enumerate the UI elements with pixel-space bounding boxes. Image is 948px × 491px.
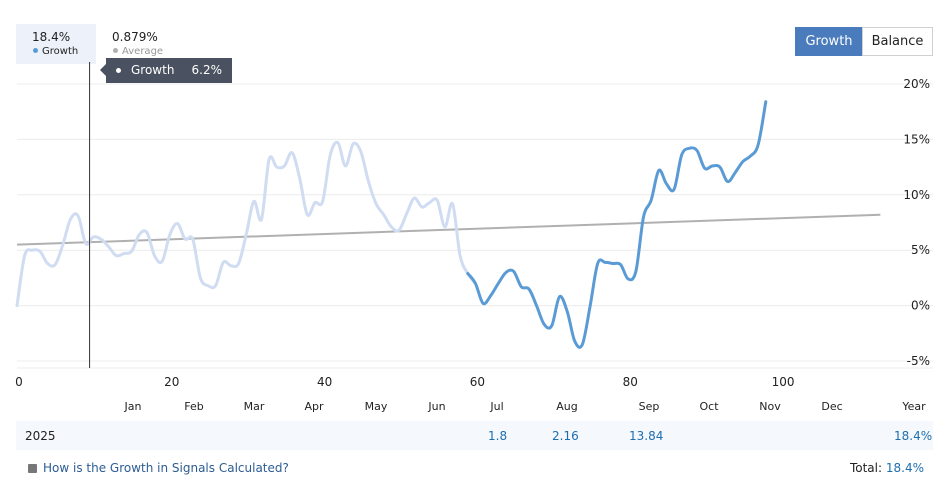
year-row: 2025 1.8 2.16 13.84 18.4%	[16, 421, 933, 450]
y-tick-label: 5%	[911, 243, 930, 257]
tooltip-label: Growth	[131, 63, 175, 77]
average-stat-value: 0.879%	[112, 30, 158, 44]
y-tick-label: -5%	[907, 354, 930, 368]
month-label: Apr	[304, 400, 324, 413]
average-stat[interactable]: 0.879% Average	[110, 24, 200, 64]
balance-toggle-button[interactable]: Balance	[862, 27, 933, 56]
month-label: Oct	[699, 400, 719, 413]
month-cell-sep: 13.84	[629, 429, 664, 443]
total-value: 18.4%	[885, 461, 924, 475]
growth-series-line	[466, 100, 768, 349]
x-tick-label: 0	[15, 375, 23, 389]
month-label: May	[365, 400, 388, 413]
tooltip-value: 6.2%	[191, 63, 223, 77]
growth-stat-value: 18.4%	[32, 30, 71, 44]
y-tick-label: 0%	[911, 299, 930, 313]
y-tick-label: 20%	[903, 77, 930, 91]
year-total-cell: 18.4%	[894, 429, 933, 443]
month-label: Sep	[639, 400, 660, 413]
month-label: Year	[901, 400, 926, 413]
x-tick-label: 80	[623, 375, 638, 389]
average-dot-icon	[113, 48, 118, 53]
growth-dot-icon	[33, 48, 38, 53]
growth-stat[interactable]: 18.4% Growth	[16, 24, 96, 64]
x-tick-label: 40	[317, 375, 332, 389]
tooltip-dot-icon	[116, 68, 121, 73]
total-summary: Total: 18.4%	[850, 461, 924, 475]
average-series-line	[16, 213, 881, 246]
month-label: Dec	[821, 400, 842, 413]
month-cell-jul: 1.8	[488, 429, 508, 443]
y-tick-label: 10%	[903, 188, 930, 202]
month-label: Nov	[759, 400, 781, 413]
total-label: Total:	[849, 461, 883, 475]
y-tick-label: 15%	[903, 132, 930, 146]
x-tick-label: 60	[470, 375, 485, 389]
month-label: Jan	[124, 400, 142, 413]
growth-stat-label: Growth	[33, 46, 78, 57]
help-link[interactable]: How is the Growth in Signals Calculated?	[28, 461, 289, 475]
hover-tooltip: Growth 6.2%	[100, 58, 232, 83]
month-label: Mar	[244, 400, 265, 413]
month-label: Jun	[427, 400, 445, 413]
month-label: Feb	[184, 400, 203, 413]
month-label: Aug	[556, 400, 577, 413]
month-cell-aug: 2.16	[552, 429, 579, 443]
growth-chart[interactable]: -5% 0% 5% 10% 15% 20% 0 20 40 60 80 100 Jan Feb Mar Apr…	[0, 0, 948, 420]
growth-series-line-faded	[15, 140, 477, 308]
month-label: Jul	[489, 400, 503, 413]
calculator-icon	[28, 464, 37, 473]
x-tick-label: 20	[164, 375, 179, 389]
x-tick-label: 100	[772, 375, 795, 389]
tooltip-arrow-icon	[100, 64, 106, 76]
year-label: 2025	[25, 429, 56, 443]
average-stat-label: Average	[113, 46, 163, 57]
